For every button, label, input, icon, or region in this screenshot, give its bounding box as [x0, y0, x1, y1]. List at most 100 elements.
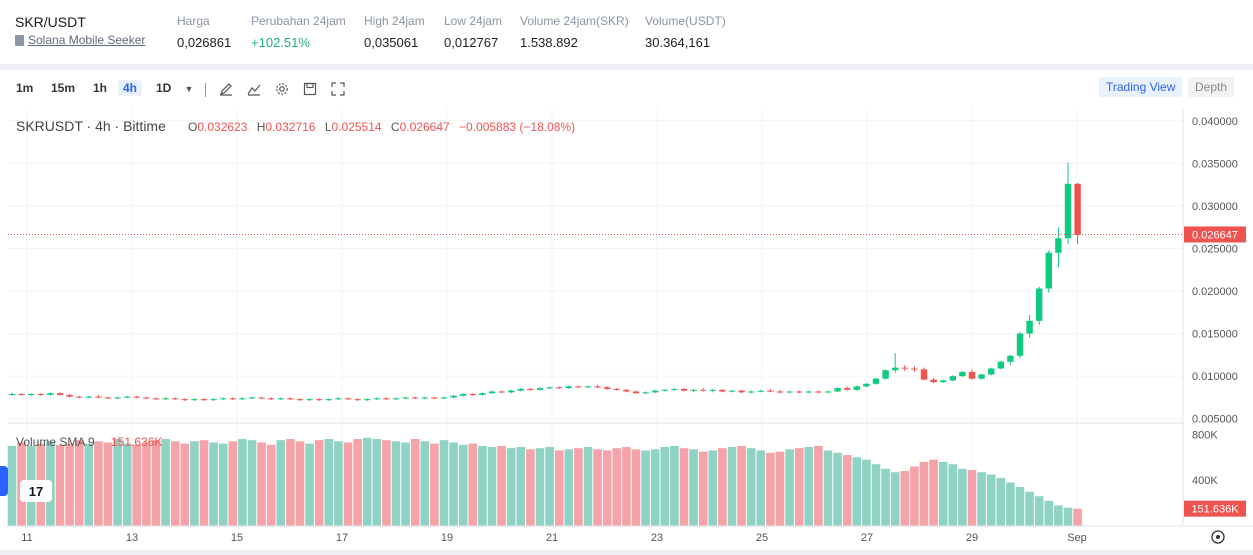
- volume-bar: [449, 442, 458, 526]
- volume-series: [7, 437, 1082, 526]
- candle-body: [834, 388, 841, 392]
- candle-body: [287, 398, 294, 400]
- candle-body: [421, 397, 428, 399]
- volume-bar: [161, 439, 170, 526]
- ohlc-close: 0.026647: [400, 120, 450, 134]
- time-tick-label: Sep: [1067, 532, 1087, 544]
- collapse-handle[interactable]: [0, 466, 8, 496]
- gear-icon[interactable]: [275, 82, 289, 96]
- volume-bar: [343, 442, 353, 526]
- timeframe-15m[interactable]: 15m: [51, 81, 76, 95]
- time-tick-label: 19: [441, 532, 453, 544]
- candle-body: [882, 370, 889, 379]
- candle-body: [316, 399, 323, 401]
- volume-bar: [1034, 496, 1044, 526]
- candle-body: [863, 383, 870, 387]
- trading-view-button[interactable]: Trading View: [1099, 77, 1183, 97]
- volume-bar: [324, 439, 334, 526]
- candle-body: [978, 374, 985, 379]
- candle-body: [354, 399, 361, 401]
- price-tick-label: 0.020000: [1192, 286, 1238, 298]
- candle-body: [824, 391, 832, 393]
- timeframe-1d[interactable]: 1D: [156, 81, 172, 95]
- volume-bar: [612, 448, 622, 526]
- volume-bar: [94, 441, 103, 526]
- chevron-down-icon[interactable]: ▼: [184, 84, 194, 94]
- volume-bar: [602, 450, 612, 526]
- depth-button[interactable]: Depth: [1188, 77, 1235, 97]
- price-tick-label: 0.025000: [1192, 243, 1238, 255]
- candle-body: [642, 392, 649, 394]
- candle-body: [162, 398, 169, 400]
- candle-body: [940, 380, 947, 383]
- volume-bar: [1025, 491, 1034, 526]
- timeframe-1h[interactable]: 1h: [93, 81, 108, 95]
- candle-body: [1026, 320, 1033, 334]
- candle-body: [757, 390, 764, 392]
- volume-bar: [900, 471, 910, 526]
- volume-bar: [122, 443, 132, 526]
- volume-bar: [679, 448, 689, 526]
- volume-bar: [814, 445, 823, 526]
- volume-bar: [977, 472, 986, 526]
- volume-bar: [1063, 507, 1073, 526]
- price-tick-label: 0.040000: [1192, 116, 1238, 128]
- indicator-icon[interactable]: [247, 82, 261, 96]
- volume-bar: [65, 443, 74, 526]
- stat-change: Perubahan 24jam +102.51%: [251, 14, 346, 50]
- candle-body: [133, 396, 140, 398]
- svg-text:17: 17: [29, 484, 43, 499]
- volume-bar: [286, 439, 295, 526]
- volume-bar: [862, 459, 871, 526]
- pencil-icon[interactable]: [219, 82, 233, 96]
- candle-body: [335, 398, 342, 400]
- volume-bar: [487, 447, 497, 526]
- timeframe-4h[interactable]: 4h: [118, 80, 143, 96]
- price-chart[interactable]: 0.040000 0.035000 0.030000 0.025000 0.020000…: [0, 108, 1253, 550]
- candle-body: [383, 398, 390, 400]
- volume-bar: [84, 443, 94, 526]
- volume-bar: [650, 449, 660, 526]
- timeframe-1m[interactable]: 1m: [16, 81, 34, 95]
- last-price-label: 0.026647: [1192, 229, 1238, 241]
- ohlc-open: 0.032623: [197, 120, 247, 134]
- fullscreen-icon[interactable]: [331, 82, 345, 96]
- candle-body: [613, 388, 620, 390]
- candle-body: [1036, 288, 1043, 321]
- volume-bar: [910, 466, 919, 526]
- volume-bar: [218, 443, 228, 526]
- candle-body: [440, 397, 448, 399]
- candle-body: [930, 379, 937, 383]
- ohlc-high: 0.032716: [265, 120, 315, 134]
- volume-bar: [439, 440, 449, 526]
- candle-body: [344, 398, 352, 400]
- candle-body: [844, 388, 851, 390]
- volume-bar: [967, 469, 977, 526]
- price-tick-label: 0.015000: [1192, 329, 1238, 341]
- volume-bar: [103, 442, 113, 526]
- candle-body: [805, 391, 812, 393]
- candle-body: [220, 398, 227, 400]
- candle-body: [719, 389, 726, 392]
- candle-body: [594, 386, 601, 388]
- volume-bar: [266, 444, 276, 526]
- candle-body: [296, 399, 304, 401]
- volume-bar: [1073, 508, 1082, 526]
- token-subtitle-link[interactable]: Solana Mobile Seeker: [15, 33, 145, 47]
- candle-body: [392, 398, 400, 400]
- last-volume-label: 151.636K: [1191, 504, 1239, 516]
- ohlc-c-label: C: [391, 120, 400, 134]
- candle-body: [191, 399, 198, 401]
- candle-body: [968, 371, 976, 379]
- candle-body: [700, 389, 707, 391]
- candle-body: [556, 387, 563, 389]
- volume-bar: [420, 441, 430, 526]
- stat-value: 0,035061: [364, 35, 419, 50]
- stat-value: +102.51%: [251, 35, 310, 50]
- candle-body: [911, 368, 918, 370]
- volume-bar: [458, 444, 468, 526]
- save-icon[interactable]: [303, 82, 317, 96]
- volume-tick-label: 800K: [1192, 429, 1218, 441]
- volume-bar: [132, 444, 142, 526]
- time-axis: 11 13 15 17 19 21 23 25 27 29 Sep: [21, 532, 1087, 544]
